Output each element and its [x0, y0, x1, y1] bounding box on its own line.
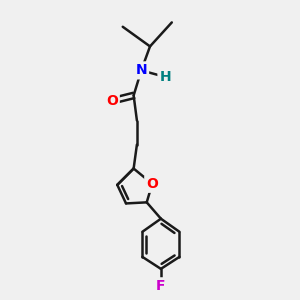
- Text: H: H: [160, 70, 171, 84]
- Text: F: F: [156, 279, 166, 293]
- Text: O: O: [146, 177, 158, 191]
- Text: O: O: [106, 94, 118, 108]
- Text: N: N: [136, 63, 147, 77]
